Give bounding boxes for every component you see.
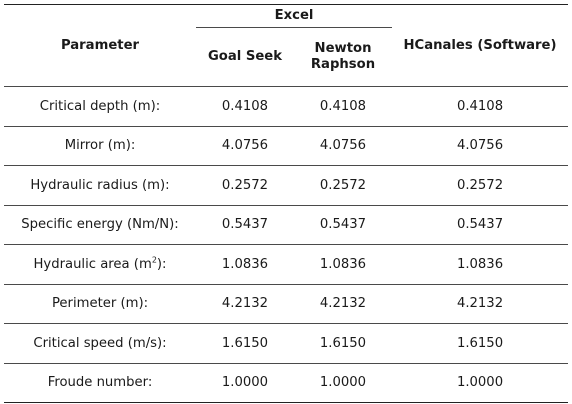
goal-seek-value: 1.0000 [196, 363, 294, 403]
newton-value: 1.6150 [294, 323, 393, 364]
table-row: Mirror (m): 4.0756 4.0756 4.0756 [4, 126, 569, 166]
row-label: Froude number: [4, 363, 196, 403]
table-row: Perimeter (m): 4.2132 4.2132 4.2132 [4, 284, 569, 324]
header-hcanales: HCanales (Software) [392, 4, 569, 87]
header-excel-group: Excel [196, 4, 393, 28]
hcanales-value: 4.2132 [392, 284, 569, 324]
row-label: Specific energy (Nm/N): [4, 205, 196, 245]
row-label: Perimeter (m): [4, 284, 196, 324]
hcanales-value: 1.0836 [392, 244, 569, 285]
newton-value: 4.2132 [294, 284, 393, 324]
table-row: Critical depth (m): 0.4108 0.4108 0.4108 [4, 86, 569, 127]
goal-seek-value: 1.6150 [196, 323, 294, 364]
row-label: Mirror (m): [4, 126, 196, 166]
newton-value: 4.0756 [294, 126, 393, 166]
header-newton-line2: Raphson [310, 57, 376, 72]
row-label: Critical speed (m/s): [4, 323, 196, 364]
hcanales-value: 1.6150 [392, 323, 569, 364]
results-table-container: Parameter Excel HCanales (Software) Goal… [4, 4, 569, 403]
row-label-end: ): [156, 256, 167, 272]
goal-seek-value: 0.5437 [196, 205, 294, 245]
goal-seek-value: 4.0756 [196, 126, 294, 166]
goal-seek-value: 1.0836 [196, 244, 294, 285]
header-newton-raphson: Newton Raphson [294, 27, 393, 87]
row-label: Critical depth (m): [4, 86, 196, 127]
newton-value: 0.4108 [294, 86, 393, 127]
newton-value: 0.2572 [294, 165, 393, 206]
newton-value: 1.0836 [294, 244, 393, 285]
table-row: Specific energy (Nm/N): 0.5437 0.5437 0.… [4, 205, 569, 245]
goal-seek-value: 4.2132 [196, 284, 294, 324]
row-label: Hydraulic radius (m): [4, 165, 196, 206]
table-row: Hydraulic area (m2): 1.0836 1.0836 1.083… [4, 244, 569, 285]
goal-seek-value: 0.2572 [196, 165, 294, 206]
goal-seek-value: 0.4108 [196, 86, 294, 127]
comparison-table: Parameter Excel HCanales (Software) Goal… [4, 4, 569, 403]
row-label-superscript: 2 [151, 255, 157, 265]
hcanales-value: 0.5437 [392, 205, 569, 245]
header-parameter: Parameter [4, 4, 196, 87]
table-row: Froude number: 1.0000 1.0000 1.0000 [4, 363, 569, 403]
row-label-base: Hydraulic area (m [33, 256, 152, 272]
header-goal-seek: Goal Seek [196, 27, 294, 87]
newton-value: 0.5437 [294, 205, 393, 245]
hcanales-value: 4.0756 [392, 126, 569, 166]
newton-value: 1.0000 [294, 363, 393, 403]
table-row: Critical speed (m/s): 1.6150 1.6150 1.61… [4, 323, 569, 364]
row-label: Hydraulic area (m2): [4, 244, 196, 285]
hcanales-value: 1.0000 [392, 363, 569, 403]
hcanales-value: 0.2572 [392, 165, 569, 206]
header-newton-line1: Newton [314, 41, 372, 57]
hcanales-value: 0.4108 [392, 86, 569, 127]
table-row: Hydraulic radius (m): 0.2572 0.2572 0.25… [4, 165, 569, 206]
